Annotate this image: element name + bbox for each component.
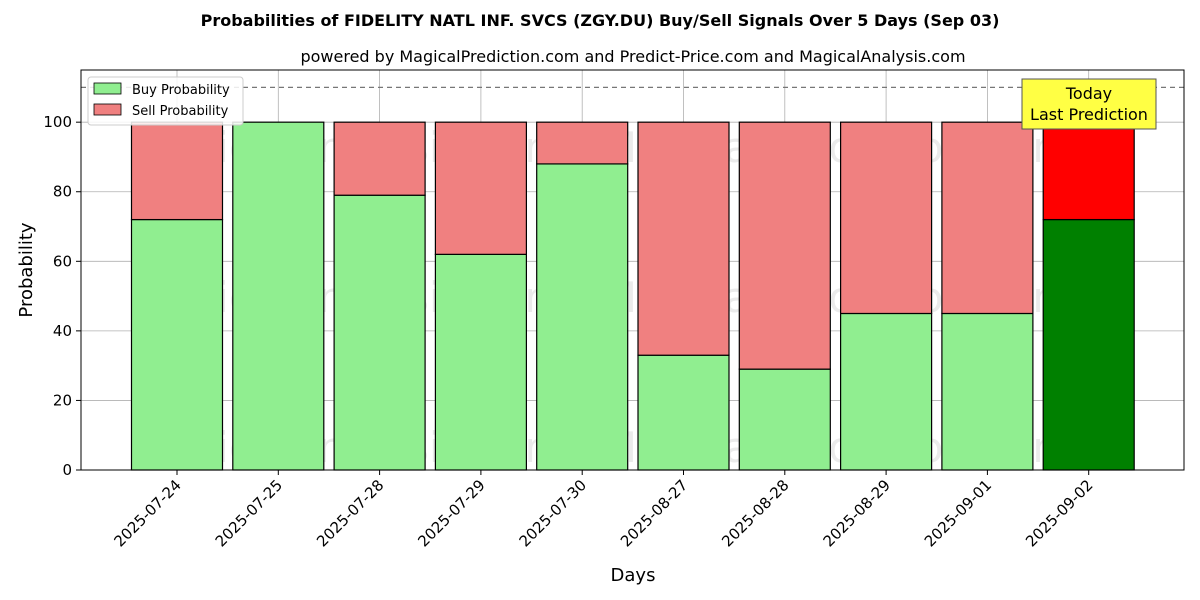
y-tick-label: 80 bbox=[53, 183, 72, 201]
bar-buy-2025-09-01 bbox=[941, 312, 1034, 471]
today-label-box bbox=[1021, 78, 1157, 130]
y-axis-label: Probability bbox=[16, 222, 37, 317]
y-tick-label: 60 bbox=[53, 252, 72, 270]
bar-buy-2025-07-28 bbox=[333, 194, 426, 471]
today-label-line2: Last Prediction bbox=[1030, 105, 1148, 124]
x-tick-label: 2025-08-29 bbox=[820, 476, 894, 550]
bar-buy-2025-07-25 bbox=[232, 121, 325, 471]
x-tick-label: 2025-07-29 bbox=[414, 476, 488, 550]
bar-buy-2025-08-28 bbox=[738, 368, 831, 471]
legend-box bbox=[87, 76, 244, 126]
bar-sell-2025-08-28 bbox=[738, 121, 831, 370]
x-tick-label: 2025-07-28 bbox=[313, 476, 387, 550]
legend: Buy Probability Sell Probability bbox=[87, 76, 244, 126]
x-tick-label: 2025-07-30 bbox=[516, 476, 590, 550]
bars-layer bbox=[130, 121, 1135, 471]
bar-buy-2025-07-24 bbox=[130, 218, 224, 471]
x-tick-label: 2025-09-02 bbox=[1022, 476, 1096, 550]
y-tick-label: 0 bbox=[62, 461, 72, 479]
x-tick-label: 2025-09-01 bbox=[921, 476, 995, 550]
bar-sell-2025-07-28 bbox=[333, 121, 426, 196]
y-axis: 0 20 40 60 80 100 bbox=[43, 113, 81, 479]
today-label-line1: Today bbox=[1065, 84, 1112, 103]
bar-buy-2025-08-29 bbox=[839, 312, 933, 471]
bar-buy-2025-07-30 bbox=[536, 163, 629, 471]
legend-label-sell: Sell Probability bbox=[132, 104, 229, 119]
today-annotation: Today Last Prediction bbox=[1021, 78, 1157, 130]
bar-sell-2025-08-27 bbox=[637, 121, 730, 356]
bar-sell-2025-09-01 bbox=[941, 121, 1034, 315]
chart-title: Probabilities of FIDELITY NATL INF. SVCS… bbox=[201, 11, 1000, 30]
y-tick-label: 100 bbox=[43, 113, 72, 131]
bar-buy-2025-09-02 bbox=[1042, 218, 1135, 471]
plot-frame bbox=[80, 69, 1185, 471]
legend-swatch-sell bbox=[93, 103, 122, 116]
bar-sell-2025-07-30 bbox=[536, 121, 629, 165]
y-tick-label: 40 bbox=[53, 322, 72, 340]
legend-label-buy: Buy Probability bbox=[132, 83, 230, 98]
y-tick-label: 20 bbox=[53, 391, 72, 409]
x-tick-label: 2025-08-28 bbox=[718, 476, 792, 550]
bar-buy-2025-08-27 bbox=[637, 354, 730, 471]
chart-subtitle: powered by MagicalPrediction.com and Pre… bbox=[300, 47, 965, 66]
bar-buy-2025-07-29 bbox=[434, 253, 527, 471]
x-tick-label: 2025-07-24 bbox=[110, 476, 184, 550]
x-tick-label: 2025-08-27 bbox=[617, 476, 691, 550]
bar-sell-2025-07-29 bbox=[434, 121, 527, 255]
legend-swatch-buy bbox=[93, 82, 122, 95]
x-axis-label: Days bbox=[611, 565, 656, 586]
x-tick-label: 2025-07-25 bbox=[212, 476, 286, 550]
bar-sell-2025-08-29 bbox=[839, 121, 933, 315]
bar-sell-2025-09-02 bbox=[1042, 121, 1135, 221]
x-axis: 2025-07-24 2025-07-25 2025-07-28 2025-07-29… bbox=[110, 470, 1097, 550]
bar-sell-2025-07-24 bbox=[130, 121, 224, 221]
